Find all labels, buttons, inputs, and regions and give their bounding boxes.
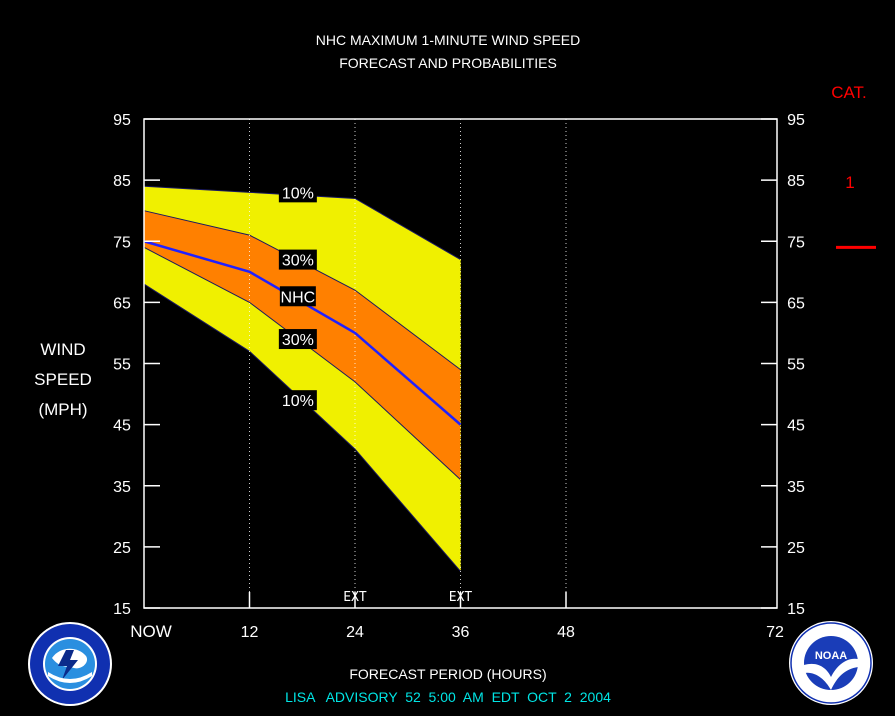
band-label-bg xyxy=(278,182,317,203)
x-tick-label: 72 xyxy=(766,624,784,641)
band-label-bg xyxy=(278,249,317,270)
x-tick-label: 24 xyxy=(346,624,364,641)
y-axis-label-line1: WIND xyxy=(40,340,85,359)
y-tick-label-left: 55 xyxy=(113,357,131,374)
band-label-2: NHC xyxy=(281,289,316,306)
plot-area: 10% 30% NHC 30% 10% xyxy=(143,119,567,608)
y-tick-label-left: 95 xyxy=(113,112,131,129)
y-tick-label-left: 75 xyxy=(113,234,131,251)
advisory-footer: LISA ADVISORY 52 5:00 AM EDT OCT 2 2004 xyxy=(285,689,611,705)
y-tick-label-right: 95 xyxy=(787,112,805,129)
ext-marker: EXT xyxy=(449,590,473,605)
y-tick-label-right: 15 xyxy=(787,601,805,618)
y-tick-label-right: 65 xyxy=(787,295,805,312)
ext-marker: EXT xyxy=(343,590,367,605)
y-tick-label-right: 25 xyxy=(787,540,805,557)
chart-title-line1: NHC MAXIMUM 1-MINUTE WIND SPEED xyxy=(316,32,580,48)
y-tick-label-right: 75 xyxy=(787,234,805,251)
band-label-bg xyxy=(278,390,317,411)
x-axis-label: FORECAST PERIOD (HOURS) xyxy=(349,666,546,682)
probability-band-30 xyxy=(144,210,461,480)
y-axis-label-line3: (MPH) xyxy=(38,400,87,419)
category-title: CAT. xyxy=(831,83,867,102)
x-tick-label: 36 xyxy=(452,624,470,641)
seagull-icon xyxy=(804,658,858,690)
chart-title-line2: FORECAST AND PROBABILITIES xyxy=(339,55,557,71)
band-label-bg xyxy=(278,329,317,350)
y-tick-label-left: 15 xyxy=(113,601,131,618)
lightning-icon xyxy=(58,650,78,680)
y-tick-label-left: 25 xyxy=(113,540,131,557)
x-tick-label: 48 xyxy=(557,624,575,641)
band-label-0: 10% xyxy=(282,185,314,202)
y-axis-label-line2: SPEED xyxy=(34,370,92,389)
noaa-logo: NOAA xyxy=(789,621,873,705)
y-tick-label-right: 55 xyxy=(787,357,805,374)
y-tick-label-left: 45 xyxy=(113,418,131,435)
x-tick-label: NOW xyxy=(130,622,172,641)
y-tick-label-left: 35 xyxy=(113,479,131,496)
x-tick-label: 12 xyxy=(241,624,259,641)
category-level-label: 1 xyxy=(845,173,854,192)
y-tick-label-left: 85 xyxy=(113,173,131,190)
band-label-bg xyxy=(279,286,316,307)
band-label-4: 10% xyxy=(282,393,314,410)
y-tick-label-left: 65 xyxy=(113,295,131,312)
band-label-3: 30% xyxy=(282,332,314,349)
band-label-1: 30% xyxy=(282,253,314,270)
noaa-logo-text: NOAA xyxy=(815,650,847,662)
y-tick-label-right: 45 xyxy=(787,418,805,435)
axes: 15 15 25 25 35 35 45 45 55 55 65 65 75 75 85 85 95 95 NOW 1… xyxy=(113,112,805,641)
y-tick-label-right: 85 xyxy=(787,173,805,190)
national-weather-service-logo xyxy=(28,622,112,706)
y-tick-label-right: 35 xyxy=(787,479,805,496)
